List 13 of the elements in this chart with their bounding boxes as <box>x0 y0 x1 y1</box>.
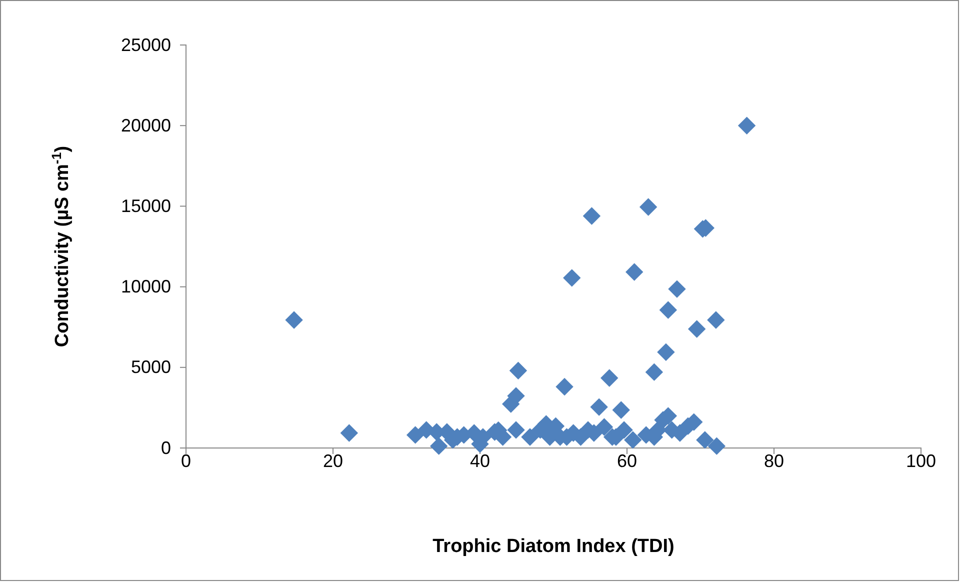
x-tick-label: 60 <box>616 451 638 471</box>
x-tick-label: 40 <box>470 451 490 471</box>
y-tick-label: 10000 <box>120 276 171 297</box>
x-tick-label: 80 <box>764 451 784 471</box>
x-axis-title: Trophic Diatom Index (TDI) <box>432 536 674 557</box>
y-tick-label: 0 <box>160 438 171 458</box>
y-tick-label: 25000 <box>120 34 171 55</box>
x-tick-label: 100 <box>906 451 936 471</box>
y-tick-label: 15000 <box>120 196 171 216</box>
y-tick-label: 5000 <box>130 357 171 378</box>
x-tick-label: 0 <box>180 451 192 471</box>
y-tick-label: 20000 <box>120 115 171 136</box>
x-tick-label: 20 <box>322 451 344 471</box>
